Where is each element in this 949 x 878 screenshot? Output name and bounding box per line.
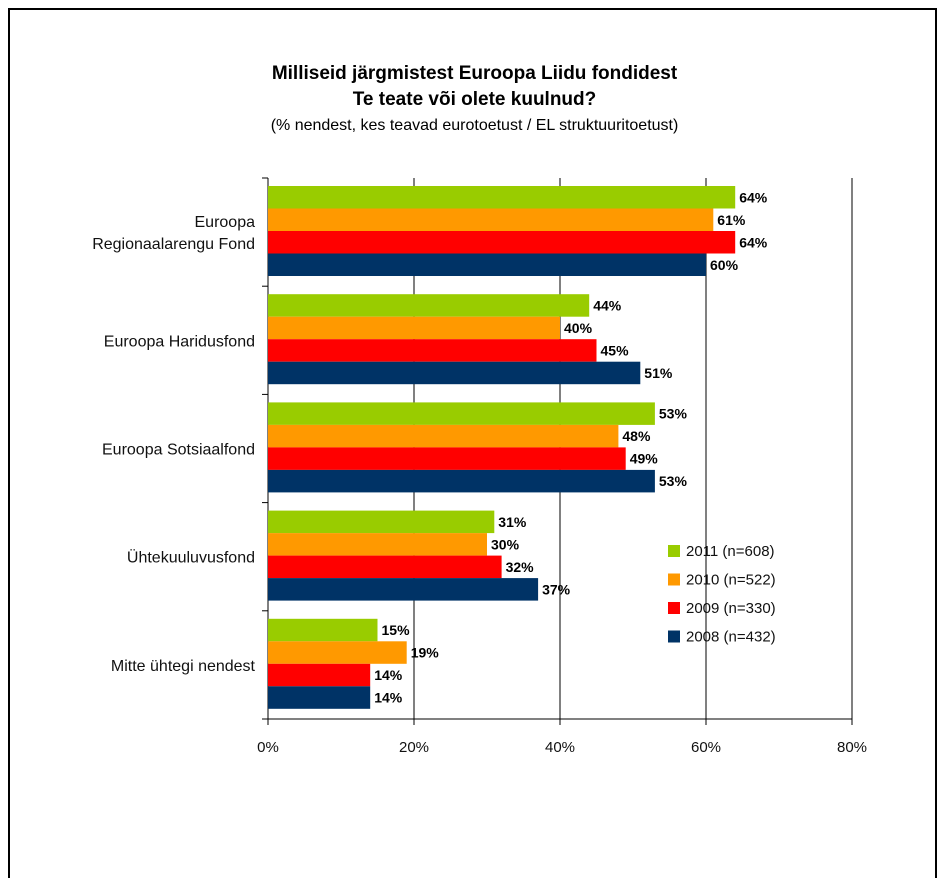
data-label: 61% bbox=[717, 212, 746, 228]
legend-swatch bbox=[668, 545, 680, 557]
chart-frame bbox=[8, 8, 937, 878]
data-label: 40% bbox=[564, 320, 593, 336]
bar bbox=[268, 578, 539, 601]
bar bbox=[268, 231, 736, 254]
chart-title: Milliseid järgmistest Euroopa Liidu fond… bbox=[271, 63, 678, 84]
data-label: 15% bbox=[382, 622, 411, 638]
bar bbox=[268, 294, 590, 317]
bar bbox=[268, 339, 597, 362]
data-label: 45% bbox=[601, 342, 630, 358]
category-label: Regionaalarengu Fond bbox=[92, 236, 255, 253]
legend-label: 2010 (n=522) bbox=[686, 572, 776, 589]
category-label: Euroopa bbox=[195, 214, 256, 231]
chart-subtitle: (% nendest, kes teavad eurotoetust / EL … bbox=[270, 117, 679, 134]
bar bbox=[268, 663, 371, 687]
bar bbox=[268, 253, 706, 276]
data-label: 49% bbox=[630, 451, 659, 467]
data-label: 64% bbox=[739, 234, 768, 250]
data-label: 19% bbox=[411, 645, 440, 661]
data-label: 64% bbox=[739, 189, 768, 205]
bar bbox=[268, 447, 626, 470]
data-label: 37% bbox=[542, 581, 571, 597]
bar bbox=[268, 186, 736, 209]
legend-label: 2009 (n=330) bbox=[686, 600, 776, 617]
bar bbox=[268, 641, 407, 664]
x-tick-label: 80% bbox=[837, 739, 867, 756]
legend-swatch bbox=[668, 602, 680, 614]
category-label: Ühtekuuluvusfond bbox=[127, 549, 255, 567]
category-label: Euroopa Haridusfond bbox=[104, 333, 255, 350]
data-label: 30% bbox=[491, 536, 520, 552]
bar bbox=[268, 555, 502, 579]
data-label: 53% bbox=[659, 406, 688, 422]
bar bbox=[268, 533, 487, 556]
data-label: 60% bbox=[710, 257, 739, 273]
data-label: 31% bbox=[498, 514, 527, 530]
x-tick-label: 0% bbox=[257, 739, 279, 756]
data-label: 32% bbox=[506, 559, 535, 575]
bar bbox=[268, 208, 714, 231]
chart-title-line2: Te teate või olete kuulnud? bbox=[352, 89, 597, 110]
data-label: 53% bbox=[659, 473, 688, 489]
data-label: 51% bbox=[644, 365, 673, 381]
bar bbox=[268, 469, 655, 493]
bar bbox=[268, 424, 619, 448]
x-tick-label: 60% bbox=[691, 739, 721, 756]
bar bbox=[268, 686, 371, 709]
bar bbox=[268, 361, 641, 385]
data-label: 48% bbox=[622, 428, 651, 444]
legend-swatch bbox=[668, 573, 680, 586]
bar bbox=[268, 316, 560, 340]
data-label: 14% bbox=[374, 667, 403, 683]
legend-swatch bbox=[668, 630, 680, 643]
legend-label: 2011 (n=608) bbox=[686, 543, 775, 560]
bar bbox=[268, 618, 378, 642]
bar bbox=[268, 510, 495, 534]
legend-label: 2008 (n=432) bbox=[686, 629, 776, 646]
category-label: Mitte ühtegi nendest bbox=[111, 658, 256, 675]
x-tick-label: 40% bbox=[545, 739, 575, 756]
x-tick-label: 20% bbox=[399, 739, 429, 756]
data-label: 44% bbox=[593, 297, 622, 313]
bar bbox=[268, 402, 655, 425]
category-label: Euroopa Sotsiaalfond bbox=[102, 442, 255, 459]
data-label: 14% bbox=[374, 690, 403, 706]
